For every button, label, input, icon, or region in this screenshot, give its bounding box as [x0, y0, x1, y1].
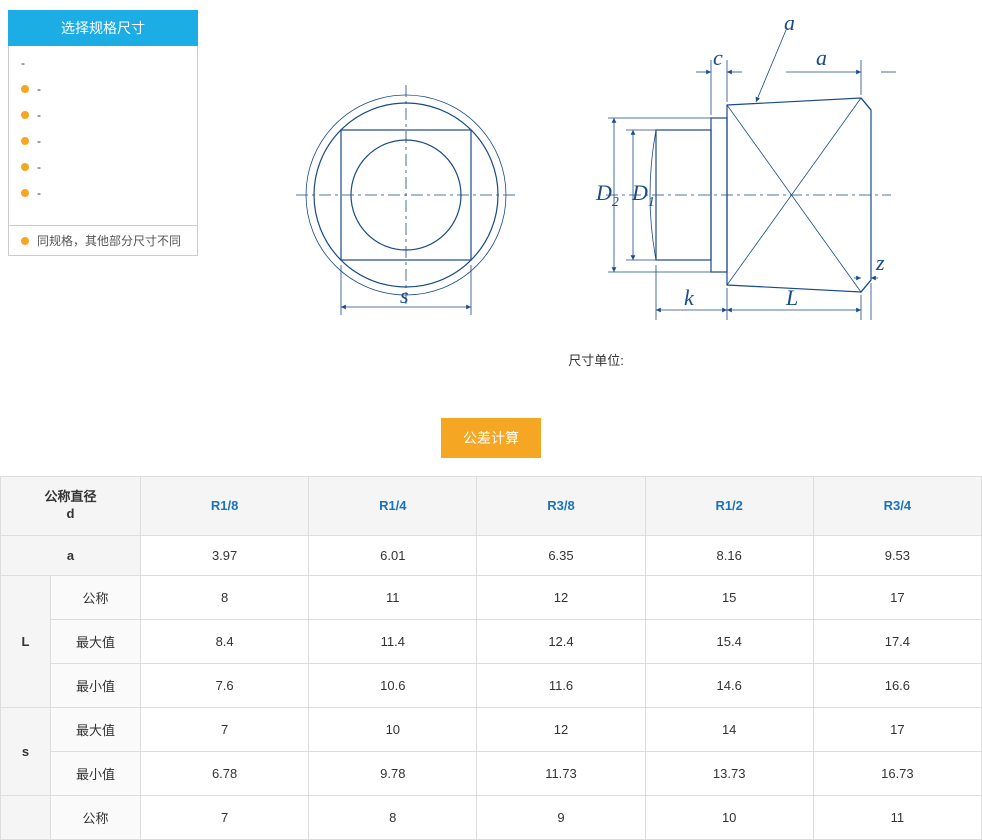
svg-text:D2: D2: [595, 180, 619, 210]
table-row: 公称 7 8 9 10 11: [1, 795, 982, 839]
header-label: 公称直径: [1, 489, 140, 506]
table-row: 最小值 6.78 9.78 11.73 13.73 16.73: [1, 751, 982, 795]
dot-icon: [21, 189, 29, 197]
sub-label: 公称: [51, 795, 141, 839]
tolerance-calc-button[interactable]: 公差计算: [441, 418, 541, 458]
sub-label: 最小值: [51, 751, 141, 795]
col-header: R1/8: [141, 477, 309, 536]
main-area: s: [210, 0, 982, 400]
spec-table: 公称直径 d R1/8 R1/4 R3/8 R1/2 R3/4 a 3.97 6…: [0, 476, 982, 840]
col-header: R1/2: [645, 477, 813, 536]
dot-icon: [21, 163, 29, 171]
diagram-svg: s: [276, 20, 916, 340]
svg-text:L: L: [785, 285, 798, 310]
table-row: a 3.97 6.01 6.35 8.16 9.53: [1, 535, 982, 575]
svg-text:a: a: [816, 45, 827, 70]
table-row: 最大值 8.4 11.4 12.4 15.4 17.4: [1, 619, 982, 663]
sidebar-footer: 同规格，其他部分尺寸不同: [8, 226, 198, 256]
dot-icon: [21, 237, 29, 245]
sidebar: 选择规格尺寸 - - - - - - 同规格，其他部分尺寸不同: [8, 10, 198, 256]
sidebar-item[interactable]: -: [17, 180, 189, 206]
table-header-row: 公称直径 d R1/8 R1/4 R3/8 R1/2 R3/4: [1, 477, 982, 536]
svg-text:c: c: [713, 45, 723, 70]
sidebar-item[interactable]: -: [17, 128, 189, 154]
sidebar-item[interactable]: -: [17, 50, 189, 76]
technical-diagram: s: [276, 20, 916, 340]
table-row: L 公称 8 11 12 15 17: [1, 575, 982, 619]
dot-icon: [21, 111, 29, 119]
svg-text:z: z: [875, 250, 885, 275]
dot-icon: [21, 137, 29, 145]
group-label: s: [1, 707, 51, 795]
sidebar-item[interactable]: -: [17, 102, 189, 128]
unit-label: 尺寸单位:: [230, 350, 962, 369]
table-row: s 最大值 7 10 12 14 17: [1, 707, 982, 751]
sub-label: 最大值: [51, 619, 141, 663]
svg-text:d: d: [784, 20, 796, 35]
sub-label: 最大值: [51, 707, 141, 751]
col-header: R3/4: [813, 477, 981, 536]
col-header: R3/8: [477, 477, 645, 536]
header-d: d: [1, 506, 140, 523]
sidebar-footer-text: 同规格，其他部分尺寸不同: [37, 232, 181, 249]
svg-text:D1: D1: [631, 180, 655, 210]
col-header: R1/4: [309, 477, 477, 536]
table-row: 最小值 7.6 10.6 11.6 14.6 16.6: [1, 663, 982, 707]
group-label: [1, 795, 51, 839]
sub-label: 最小值: [51, 663, 141, 707]
sidebar-item[interactable]: -: [17, 154, 189, 180]
sidebar-item[interactable]: -: [17, 76, 189, 102]
dot-icon: [21, 85, 29, 93]
button-row: 公差计算: [0, 400, 982, 476]
sidebar-header: 选择规格尺寸: [8, 10, 198, 46]
group-label: L: [1, 575, 51, 707]
row-label: a: [1, 535, 141, 575]
sub-label: 公称: [51, 575, 141, 619]
svg-text:k: k: [684, 285, 695, 310]
sidebar-list[interactable]: - - - - - -: [8, 46, 198, 226]
svg-text:s: s: [400, 283, 409, 308]
